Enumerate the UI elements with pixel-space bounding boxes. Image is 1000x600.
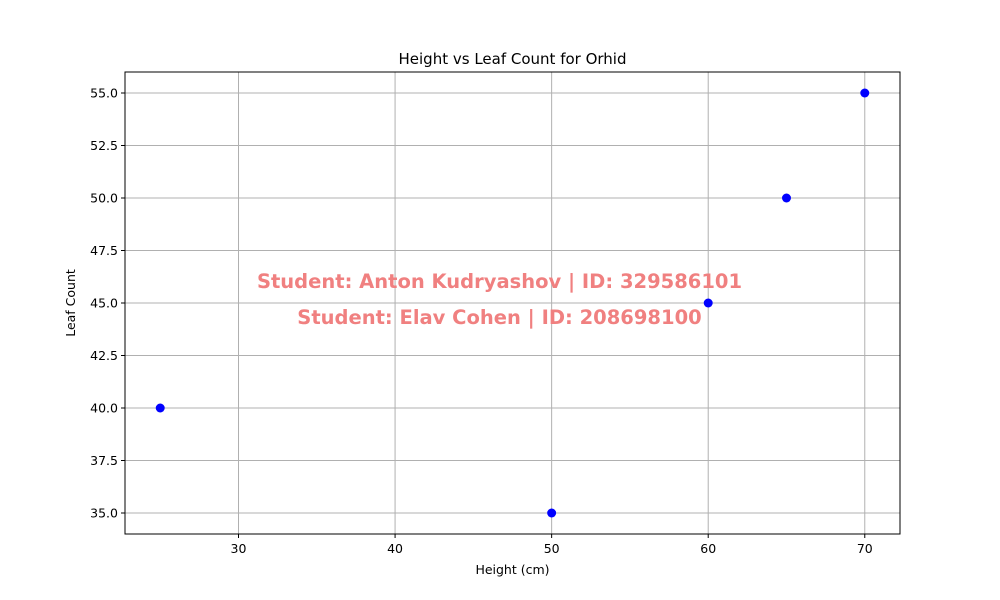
y-axis-ticks: 35.0 37.5 40.0 42.5 45.0 47.5 50.0 52.5 55.0	[90, 86, 125, 521]
y-tick-label: 40.0	[90, 401, 118, 416]
data-point	[703, 298, 713, 308]
data-points	[155, 88, 870, 518]
x-tick-label: 50	[544, 541, 560, 556]
chart-title: Height vs Leaf Count for Orhid	[399, 50, 627, 68]
data-point	[547, 508, 557, 518]
data-point	[155, 403, 165, 413]
student-annotation-1: Student: Anton Kudryashov | ID: 32958610…	[257, 270, 742, 293]
y-tick-label: 35.0	[90, 506, 118, 521]
student-annotation-2: Student: Elav Cohen | ID: 208698100	[297, 306, 701, 329]
x-tick-label: 70	[857, 541, 873, 556]
x-tick-label: 40	[387, 541, 403, 556]
x-axis-label: Height (cm)	[475, 562, 549, 577]
x-tick-label: 30	[231, 541, 247, 556]
y-tick-label: 52.5	[90, 138, 118, 153]
y-tick-label: 47.5	[90, 243, 118, 258]
y-axis-label: Leaf Count	[63, 269, 78, 337]
data-point	[860, 88, 870, 98]
y-tick-label: 42.5	[90, 348, 118, 363]
x-axis-ticks: 30 40 50 60 70	[231, 534, 873, 556]
y-tick-label: 45.0	[90, 296, 118, 311]
y-tick-label: 55.0	[90, 86, 118, 101]
grid	[125, 72, 900, 534]
data-point	[781, 193, 791, 203]
y-tick-label: 50.0	[90, 191, 118, 206]
x-tick-label: 60	[700, 541, 716, 556]
y-tick-label: 37.5	[90, 453, 118, 468]
